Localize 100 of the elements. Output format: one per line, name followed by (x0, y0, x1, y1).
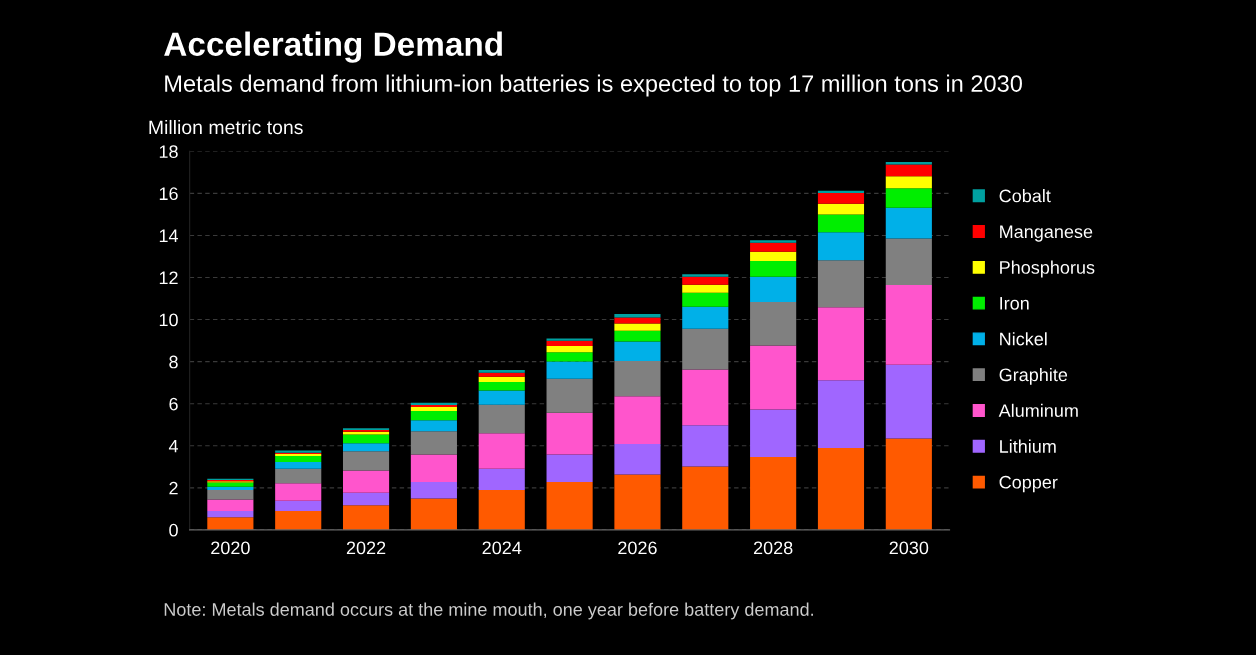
legend-label: Cobalt (999, 189, 1051, 203)
bar (682, 425, 729, 467)
bar (546, 412, 593, 455)
y-tick-label: 14 (159, 229, 179, 242)
bar (817, 203, 865, 215)
y-tick-label: 2 (169, 481, 178, 495)
bar (275, 500, 322, 511)
bar (750, 409, 797, 457)
legend-label: Iron (1000, 297, 1029, 310)
bar (817, 380, 865, 449)
y-tick-label: 16 (159, 187, 178, 201)
bar (885, 364, 932, 439)
bar (478, 404, 525, 434)
bar (817, 232, 865, 261)
bar (885, 207, 932, 239)
bar (682, 284, 729, 293)
x-tick-label: 2026 (618, 541, 657, 555)
bar (546, 481, 593, 530)
bar (614, 444, 661, 475)
bar (207, 486, 254, 490)
y-axis-title: Million metric tons (149, 119, 303, 135)
bar (885, 238, 932, 286)
bar (342, 505, 390, 530)
bar (478, 433, 525, 469)
y-tick-label: 6 (169, 397, 178, 411)
bar (546, 346, 593, 353)
bar (614, 323, 661, 331)
y-tick-label: 18 (159, 145, 178, 159)
bar (682, 466, 729, 530)
bar (207, 482, 254, 487)
legend-label: Nickel (1000, 332, 1047, 346)
bar (342, 451, 390, 471)
bar (885, 438, 932, 530)
bar (342, 470, 390, 493)
bar (478, 382, 525, 391)
bar (885, 176, 932, 189)
bar (546, 378, 593, 413)
bar (750, 456, 797, 530)
bar (275, 461, 322, 469)
bar (410, 431, 457, 455)
bar (546, 361, 593, 379)
bar (410, 481, 457, 499)
bar (478, 468, 525, 490)
bar (478, 376, 525, 383)
bar (817, 260, 865, 308)
bar (682, 306, 729, 329)
bar (478, 370, 525, 373)
bar (817, 214, 865, 233)
bar (546, 454, 593, 482)
bar (750, 345, 797, 410)
bar (546, 340, 593, 347)
bar (682, 292, 729, 307)
bar (614, 317, 661, 324)
bar (614, 474, 661, 530)
bar (410, 454, 457, 482)
x-tick-label: 2020 (211, 541, 250, 555)
legend-label: Manganese (1000, 225, 1093, 242)
bar (546, 338, 593, 341)
bar (546, 352, 593, 362)
y-tick-label: 0 (169, 523, 178, 537)
x-tick-label: 2022 (346, 541, 386, 555)
x-tick-label: 2024 (482, 541, 522, 555)
bar (885, 164, 932, 177)
bar (275, 483, 322, 501)
bar (885, 285, 932, 365)
bar (750, 261, 797, 277)
bar (817, 307, 865, 381)
y-tick-label: 8 (169, 355, 178, 369)
chart-title: Accelerating Demand (164, 31, 502, 63)
bar (410, 420, 457, 432)
bar (682, 276, 729, 285)
bar (207, 517, 254, 530)
y-tick-label: 10 (159, 313, 178, 327)
bar (750, 302, 797, 346)
bar (750, 251, 797, 262)
chart-subtitle: Metals demand from lithium-ion batteries is expected to top 17 million tons in 2030 (165, 74, 1022, 97)
bar (614, 396, 661, 445)
bar (207, 499, 254, 511)
bar (682, 328, 729, 370)
bar (275, 456, 322, 462)
legend-label: Phosphorus (1000, 260, 1095, 278)
bar (614, 341, 661, 361)
bar (207, 510, 254, 518)
bar (342, 434, 390, 444)
bar (750, 240, 797, 243)
legend-label: Graphite (999, 367, 1068, 385)
bar (614, 330, 661, 342)
bar (885, 188, 932, 208)
bar (682, 369, 729, 426)
y-tick-label: 12 (159, 271, 178, 285)
bar (275, 510, 322, 530)
bar (410, 498, 457, 530)
bar (410, 407, 457, 412)
text: Note: Metals demand occurs at the mine mouth, one year before battery demand. (164, 602, 813, 620)
legend-label: Aluminum (998, 403, 1078, 418)
bar (614, 361, 661, 397)
bar (410, 411, 457, 421)
bar (275, 468, 322, 484)
bar (885, 162, 932, 165)
bar (478, 390, 525, 405)
